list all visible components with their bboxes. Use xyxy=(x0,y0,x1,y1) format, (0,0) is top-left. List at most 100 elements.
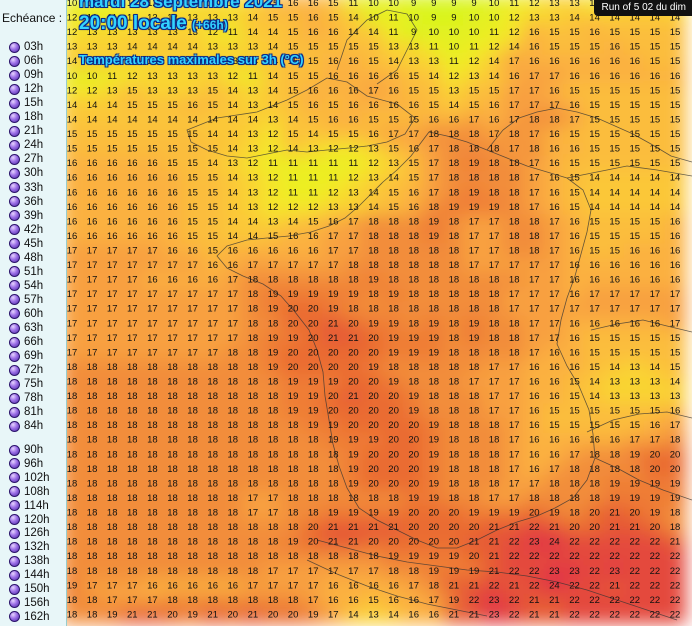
forecast-step-48h[interactable]: 48h xyxy=(9,251,43,265)
temperature-value: 17 xyxy=(228,289,239,300)
temperature-cell xyxy=(462,127,486,144)
forecast-step-78h[interactable]: 78h xyxy=(9,391,43,405)
forecast-step-108h[interactable]: 108h xyxy=(9,485,50,499)
temperature-cell xyxy=(302,374,325,392)
temperature-cell xyxy=(302,272,325,290)
temperature-value: 16 xyxy=(127,187,138,198)
temperature-cell xyxy=(362,39,385,57)
forecast-step-138h[interactable]: 138h xyxy=(9,554,50,568)
temperature-value: 18 xyxy=(268,522,279,533)
forecast-step-06h[interactable]: 06h xyxy=(9,54,43,68)
temperature-value: 17 xyxy=(429,158,440,169)
temperature-cell xyxy=(422,112,445,130)
forecast-step-27h[interactable]: 27h xyxy=(9,152,43,166)
temperature-value: 16 xyxy=(529,377,540,388)
temperature-value: 18 xyxy=(187,362,198,373)
temperature-value: 16 xyxy=(549,173,560,184)
forecast-step-72h[interactable]: 72h xyxy=(9,363,43,377)
temperature-value: 15 xyxy=(127,129,138,140)
forecast-step-15h[interactable]: 15h xyxy=(9,96,43,110)
temperature-cell xyxy=(543,418,566,435)
forecast-step-132h[interactable]: 132h xyxy=(9,540,50,554)
temperature-cell xyxy=(523,39,546,57)
temperature-value: 11 xyxy=(228,27,238,38)
temperature-value: 15 xyxy=(87,129,98,140)
temperature-value: 16 xyxy=(569,318,580,329)
forecast-step-45h[interactable]: 45h xyxy=(9,237,43,251)
step-label: 120h xyxy=(24,513,50,526)
temperature-map[interactable]: 10 11 11 12 12 12 12 13 12 13 15 16 16 15 11 10 10 9 9 9 9 10… xyxy=(67,0,692,626)
temperature-cell xyxy=(543,68,566,86)
temperature-cell xyxy=(342,112,365,130)
step-bullet-icon xyxy=(9,322,20,334)
temperature-value: 16 xyxy=(348,85,359,96)
forecast-step-03h[interactable]: 03h xyxy=(9,40,43,54)
forecast-step-63h[interactable]: 63h xyxy=(9,321,43,335)
temperature-value: 16 xyxy=(569,71,580,82)
temperature-value: 18 xyxy=(529,231,540,242)
forecast-step-66h[interactable]: 66h xyxy=(9,335,43,349)
forecast-step-69h[interactable]: 69h xyxy=(9,349,43,363)
temperature-cell xyxy=(442,228,465,246)
forecast-step-156h[interactable]: 156h xyxy=(9,596,50,610)
step-bullet-icon xyxy=(9,569,20,581)
temperature-value: 15 xyxy=(187,129,198,140)
forecast-step-114h[interactable]: 114h xyxy=(9,499,49,513)
forecast-step-81h[interactable]: 81h xyxy=(9,405,43,419)
forecast-step-33h[interactable]: 33h xyxy=(9,181,43,195)
temperature-cell xyxy=(141,447,164,464)
temperature-cell xyxy=(523,228,546,246)
temperature-cell xyxy=(503,359,526,377)
temperature-value: 18 xyxy=(529,493,540,504)
temperature-value: 12 xyxy=(509,13,520,24)
forecast-step-42h[interactable]: 42h xyxy=(9,223,43,237)
forecast-step-96h[interactable]: 96h xyxy=(9,457,43,471)
temperature-value: 19 xyxy=(368,275,379,286)
temperature-value: 22 xyxy=(469,595,480,606)
temperature-value: 24 xyxy=(549,537,560,548)
temperature-value: 19 xyxy=(67,580,77,591)
forecast-step-60h[interactable]: 60h xyxy=(9,307,43,321)
temperature-cell xyxy=(302,258,325,275)
temperature-cell xyxy=(161,374,184,392)
forecast-step-102h[interactable]: 102h xyxy=(9,471,50,485)
forecast-step-51h[interactable]: 51h xyxy=(9,265,43,279)
forecast-step-162h[interactable]: 162h xyxy=(9,610,50,624)
forecast-step-75h[interactable]: 75h xyxy=(9,377,43,391)
forecast-step-12h[interactable]: 12h xyxy=(9,82,43,96)
temperature-value: 11 xyxy=(449,56,459,67)
temperature-cell xyxy=(282,228,305,246)
forecast-step-90h[interactable]: 90h xyxy=(9,443,43,457)
temperature-value: 18 xyxy=(429,580,440,591)
temperature-cell xyxy=(442,39,465,57)
forecast-step-144h[interactable]: 144h xyxy=(9,568,50,582)
temperature-value: 10 xyxy=(489,0,500,9)
temperature-cell xyxy=(121,97,144,115)
forecast-step-18h[interactable]: 18h xyxy=(9,110,43,124)
temperature-value: 17 xyxy=(67,245,77,256)
forecast-step-126h[interactable]: 126h xyxy=(9,526,50,540)
temperature-value: 16 xyxy=(308,0,319,9)
temperature-value: 16 xyxy=(630,56,641,67)
forecast-step-24h[interactable]: 24h xyxy=(9,138,43,152)
temperature-value: 15 xyxy=(167,129,178,140)
temperature-cell xyxy=(282,141,305,159)
temperature-value: 14 xyxy=(207,114,218,125)
temperature-value: 18 xyxy=(167,595,178,606)
forecast-step-30h[interactable]: 30h xyxy=(9,166,43,180)
forecast-step-36h[interactable]: 36h xyxy=(9,195,43,209)
forecast-step-39h[interactable]: 39h xyxy=(9,209,43,223)
forecast-step-21h[interactable]: 21h xyxy=(9,124,43,138)
forecast-step-54h[interactable]: 54h xyxy=(9,279,43,293)
forecast-step-150h[interactable]: 150h xyxy=(9,582,50,596)
temperature-value: 15 xyxy=(589,245,600,256)
temperature-cell xyxy=(402,141,425,159)
temperature-value: 23 xyxy=(569,566,580,577)
forecast-step-57h[interactable]: 57h xyxy=(9,293,43,307)
forecast-step-84h[interactable]: 84h xyxy=(9,419,43,433)
temperature-value: 16 xyxy=(328,85,339,96)
forecast-step-09h[interactable]: 09h xyxy=(9,68,43,82)
temperature-value: 14 xyxy=(348,27,359,38)
temperature-value: 20 xyxy=(308,347,319,358)
forecast-step-120h[interactable]: 120h xyxy=(9,513,50,527)
